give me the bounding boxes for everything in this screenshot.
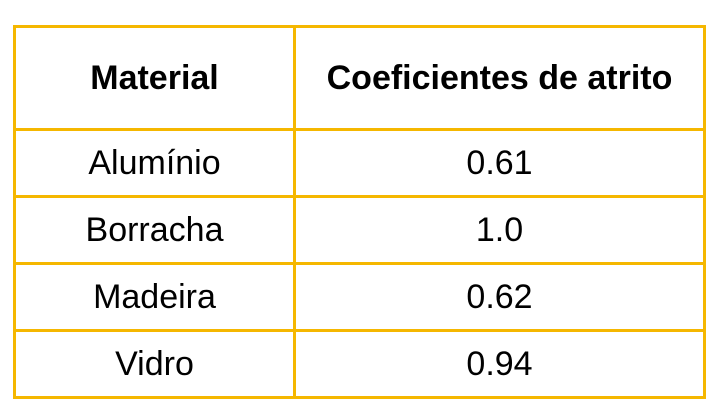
friction-table-container: Material Coeficientes de atrito Alumínio… xyxy=(13,25,706,399)
friction-coefficients-table: Material Coeficientes de atrito Alumínio… xyxy=(13,25,706,399)
table-header-row: Material Coeficientes de atrito xyxy=(13,25,706,131)
cell-coefficient: 1.0 xyxy=(293,195,706,265)
header-coefficients: Coeficientes de atrito xyxy=(293,25,706,131)
cell-coefficient: 0.61 xyxy=(293,128,706,198)
cell-material: Madeira xyxy=(13,262,296,332)
cell-material: Alumínio xyxy=(13,128,296,198)
cell-material: Vidro xyxy=(13,329,296,399)
table-row: Madeira 0.62 xyxy=(13,262,706,332)
cell-coefficient: 0.94 xyxy=(293,329,706,399)
table-row: Vidro 0.94 xyxy=(13,329,706,399)
cell-coefficient: 0.62 xyxy=(293,262,706,332)
table-row: Borracha 1.0 xyxy=(13,195,706,265)
cell-material: Borracha xyxy=(13,195,296,265)
table-row: Alumínio 0.61 xyxy=(13,128,706,198)
header-material: Material xyxy=(13,25,296,131)
